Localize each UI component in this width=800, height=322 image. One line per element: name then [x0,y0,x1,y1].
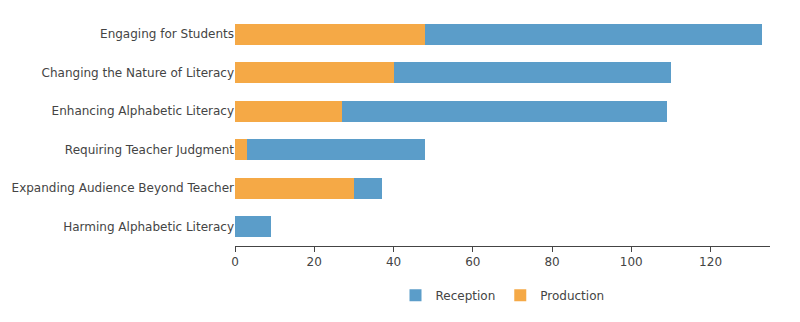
svg-text:Reception: Reception [436,289,496,303]
svg-text:Changing the Nature of Literac: Changing the Nature of Literacy [42,66,234,80]
svg-text:100: 100 [620,255,643,269]
svg-text:Engaging for Students: Engaging for Students [100,27,234,41]
svg-text:60: 60 [465,255,480,269]
svg-text:Production: Production [540,289,604,303]
svg-text:20: 20 [307,255,322,269]
svg-text:Harming Alphabetic Literacy: Harming Alphabetic Literacy [63,220,234,234]
svg-text:0: 0 [231,255,239,269]
svg-text:Expanding Audience Beyond Teac: Expanding Audience Beyond Teacher [12,181,235,195]
svg-text:40: 40 [386,255,401,269]
svg-text:Enhancing Alphabetic Literacy: Enhancing Alphabetic Literacy [52,104,234,118]
svg-text:120: 120 [699,255,722,269]
svg-text:Requiring Teacher Judgment: Requiring Teacher Judgment [65,143,234,157]
svg-text:80: 80 [544,255,559,269]
